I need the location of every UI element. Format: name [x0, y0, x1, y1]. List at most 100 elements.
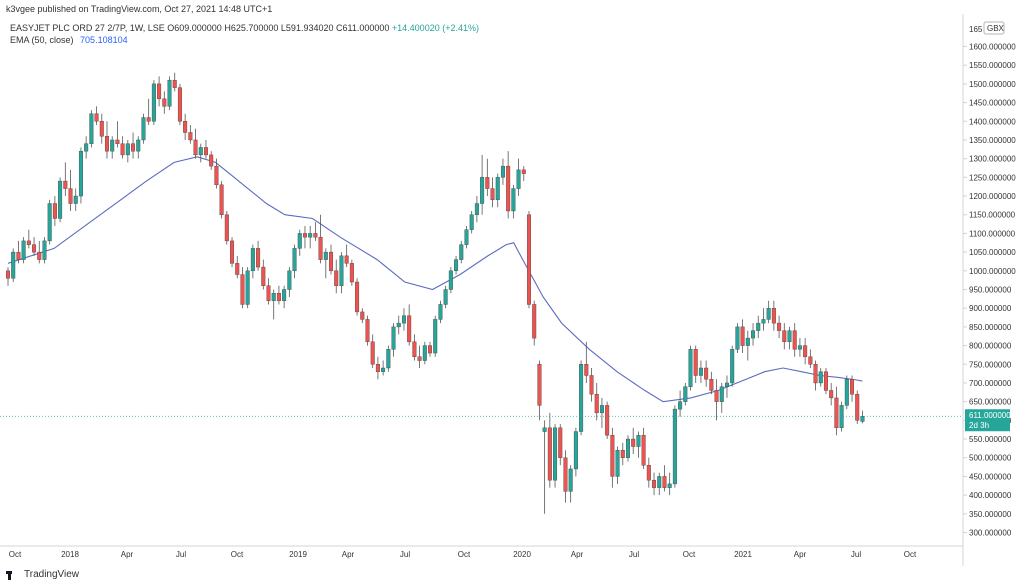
candle-body [777, 322, 782, 331]
candle-body [26, 240, 31, 245]
candle-body [240, 274, 245, 305]
price-tick-label: 300.000000 [969, 529, 1012, 538]
candle-body [266, 285, 271, 301]
candle-body [454, 259, 459, 272]
candle [678, 390, 683, 417]
candle-body [73, 195, 78, 204]
candle-body [209, 154, 214, 167]
candle-body [198, 147, 203, 156]
candle-body [308, 233, 313, 238]
candle [5, 267, 10, 286]
candle-body [177, 87, 182, 122]
candle-body [474, 203, 479, 215]
candle [120, 136, 125, 159]
price-tick-label: 1050.000000 [969, 248, 1016, 257]
candle [808, 349, 813, 369]
candle [78, 147, 83, 204]
candle-body [813, 364, 818, 384]
candle [323, 248, 328, 279]
candle [459, 240, 464, 264]
candle [636, 431, 641, 458]
candle [474, 196, 479, 223]
candle-body [141, 117, 146, 141]
price-tick-label: 950.000000 [969, 286, 1012, 295]
candle [568, 465, 573, 503]
candle-body [631, 438, 636, 447]
candle-body [495, 177, 500, 200]
candle [620, 442, 625, 466]
candle-body [672, 408, 677, 485]
countdown-label: 2d 3h [969, 421, 989, 430]
candle-body [532, 304, 537, 339]
price-axis[interactable]: 300.000000 350.000000 400.000000 450.000000… [963, 25, 1016, 538]
price-tick-label: 1100.000000 [969, 229, 1016, 238]
candle-body [68, 188, 73, 204]
candle-body [490, 188, 495, 200]
candle-body [521, 169, 526, 174]
candle [183, 113, 188, 140]
publisher-line: k3vgee published on TradingView.com, Oct… [6, 4, 273, 14]
time-axis[interactable]: Oct 2018 Apr Jul Oct 2019 Apr Jul Oct 2020 Apr Jul O… [9, 550, 917, 559]
candle [443, 285, 448, 309]
time-tick-label: Jul [176, 550, 186, 559]
candle-body [818, 371, 823, 384]
candle-body [584, 364, 589, 376]
candle-body [469, 214, 474, 230]
candle-body [683, 386, 688, 402]
candle [818, 368, 823, 387]
candle-body [375, 364, 380, 372]
time-tick-label: Oct [904, 550, 917, 559]
candle-body [433, 319, 438, 354]
candle [136, 136, 141, 159]
candle-body [704, 367, 709, 380]
candle [151, 80, 156, 126]
candle [370, 334, 375, 369]
candle-body [78, 150, 83, 197]
candle [94, 106, 99, 126]
candle [344, 244, 349, 268]
candle [21, 237, 26, 264]
candle [500, 158, 505, 185]
candle [412, 334, 417, 361]
candle [589, 368, 594, 402]
candle-body [89, 113, 94, 144]
candle-body [844, 379, 849, 406]
candle-body [104, 136, 109, 152]
candle [532, 300, 537, 346]
candle [787, 326, 792, 350]
candle [511, 184, 516, 219]
candle-body [850, 379, 855, 395]
candle [766, 300, 771, 324]
candle-body [823, 371, 828, 391]
candle [844, 375, 849, 410]
candle-body [396, 322, 401, 328]
time-tick-label: 2019 [289, 550, 307, 559]
candle [527, 210, 532, 309]
candle-body [558, 427, 563, 458]
candle [396, 315, 401, 335]
candle-body [599, 405, 604, 414]
candle [625, 435, 630, 462]
candle-body [391, 326, 396, 350]
candle [771, 300, 776, 331]
candle [683, 382, 688, 406]
candle [177, 83, 182, 126]
tradingview-logo-icon [6, 570, 20, 580]
candle-body [667, 483, 672, 488]
candle-body [334, 270, 339, 286]
candle-body [219, 184, 224, 215]
candle [667, 472, 672, 496]
candle [203, 139, 208, 159]
candle [266, 278, 271, 305]
price-tick-label: 1000.000000 [969, 267, 1016, 276]
candle-body [428, 345, 433, 354]
candle [448, 267, 453, 294]
candle-body [610, 435, 615, 477]
candle [573, 427, 578, 477]
candle [209, 151, 214, 170]
candle-body [860, 416, 865, 422]
candle-body [735, 326, 740, 350]
candle [84, 136, 89, 159]
candle [302, 225, 307, 249]
